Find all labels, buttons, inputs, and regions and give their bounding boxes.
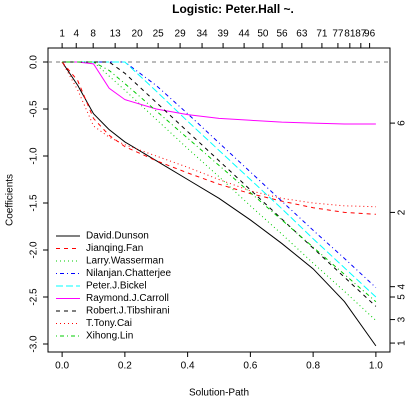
series-line [61,61,376,215]
right-tick-label: 5 [397,294,408,300]
series-line [61,61,376,208]
top-tick-label: 13 [110,29,122,40]
legend-label: Peter.J.Bickel [86,281,147,292]
top-tick-label: 34 [196,29,208,40]
y-tick-label: -0.5 [29,100,40,118]
x-tick-label: 0.0 [55,361,69,372]
legend-label: Robert.J.Tibshirani [86,306,170,317]
y-tick-label: -3.0 [29,335,40,353]
x-tick-label: 0.6 [243,361,257,372]
top-tick-label: 25 [153,29,165,40]
y-tick-label: -1.0 [29,147,40,165]
top-tick-label: 44 [239,29,251,40]
top-tick-label: 4 [73,29,79,40]
top-tick-label: 20 [132,29,144,40]
x-tick-label: 0.2 [118,361,132,372]
right-tick-label: 4 [397,283,408,289]
top-tick-label: 81 [344,29,356,40]
x-tick-label: 0.4 [181,361,195,372]
right-tick-label: 1 [397,340,408,346]
right-tick-label: 3 [397,316,408,322]
legend-label: Larry.Wasserman [86,256,164,267]
top-tick-label: 8 [90,29,96,40]
x-axis-label: Solution-Path [189,388,249,399]
top-tick-label: 87 [355,29,367,40]
top-tick-label: 39 [218,29,230,40]
legend-label: T.Tony.Cai [86,318,132,329]
series-line [62,61,376,125]
series-line [62,61,377,298]
chart-title: Logistic: Peter.Hall ~. [172,2,294,16]
top-tick-label: 56 [277,29,289,40]
series-line [62,61,377,307]
legend-label: Xihong.Lin [86,331,133,342]
right-tick-label: 6 [397,120,408,126]
legend-label: Jianqing.Fan [86,243,143,254]
top-tick-label: 63 [296,29,308,40]
top-tick-label: 96 [364,29,376,40]
y-axis-label: Coefficients [5,174,16,226]
right-tick-label: 2 [397,209,408,215]
legend-label: Nilanjan.Chatterjee [86,268,171,279]
series-line [61,61,377,347]
y-tick-label: -2.5 [29,288,40,306]
series-line [62,61,377,303]
top-tick-label: 50 [257,29,269,40]
plot-box [47,47,391,353]
y-tick-label: -2.0 [29,241,40,259]
top-tick-label: 29 [175,29,187,40]
series-line [62,61,377,288]
top-tick-label: 1 [59,29,65,40]
legend-label: Raymond.J.Carroll [86,293,169,304]
y-tick-label: -1.5 [29,194,40,212]
legend-label: David.Dunson [86,231,149,242]
x-tick-label: 1.0 [369,361,383,372]
x-tick-label: 0.8 [306,361,320,372]
top-tick-label: 77 [332,29,344,40]
y-tick-label: 0.0 [29,55,40,69]
top-tick-label: 71 [316,29,328,40]
